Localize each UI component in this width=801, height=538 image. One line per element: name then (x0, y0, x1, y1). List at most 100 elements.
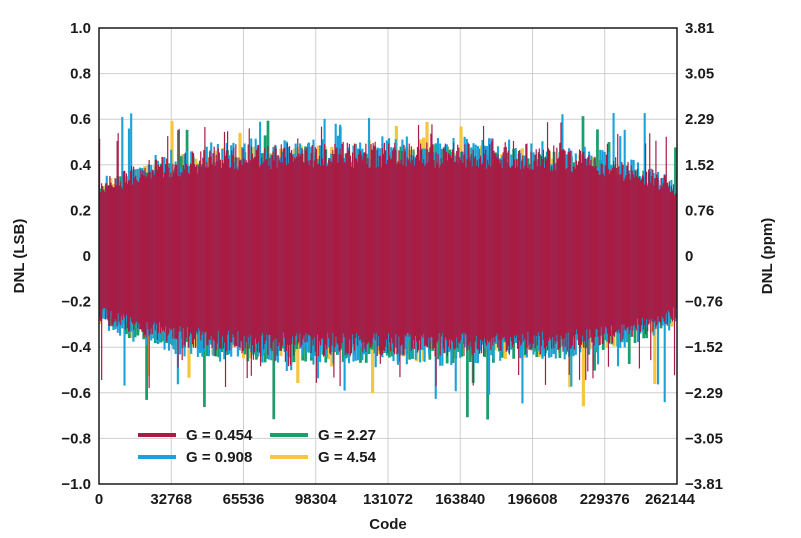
dnl-bar (654, 178, 656, 321)
dnl-bar (400, 159, 402, 346)
dnl-bar (555, 169, 557, 344)
dnl-bar (180, 172, 182, 332)
dnl-bar (584, 157, 586, 341)
dnl-bar (197, 173, 199, 334)
dnl-bar (302, 153, 304, 340)
dnl-bar (194, 166, 197, 349)
dnl-bar (380, 167, 382, 356)
dnl-bar (561, 150, 563, 340)
dnl-bar (649, 133, 651, 320)
dnl-bar (368, 168, 370, 342)
dnl-bar (389, 155, 391, 344)
dnl-bar (188, 174, 190, 337)
dnl-bar (276, 167, 278, 356)
dnl-bar (499, 163, 501, 351)
dnl-bar (394, 142, 396, 355)
dnl-bar (406, 157, 408, 333)
dnl-bar (192, 153, 195, 348)
dnl-bar (610, 170, 613, 326)
dnl-bar (226, 131, 229, 335)
dnl-bar (426, 142, 428, 348)
dnl-bar (383, 142, 386, 351)
dnl-bar (126, 183, 129, 328)
dnl-bar (337, 162, 339, 345)
y-tick-label-left: −0.2 (61, 294, 91, 311)
dnl-bar (527, 167, 529, 332)
dnl-bar (144, 167, 146, 335)
dnl-bar (113, 187, 115, 323)
dnl-bar (437, 154, 439, 341)
dnl-bar (127, 180, 130, 332)
dnl-bar (618, 166, 620, 330)
dnl-bar (428, 152, 430, 338)
dnl-bar (455, 161, 457, 349)
dnl-bar (249, 160, 251, 336)
dnl-bar (275, 148, 277, 339)
dnl-bar (647, 186, 649, 332)
y-tick-label-left: −0.4 (61, 339, 91, 356)
dnl-bar (415, 154, 418, 342)
dnl-bar (120, 186, 122, 316)
dnl-bar (268, 165, 270, 335)
dnl-bar (528, 164, 530, 350)
dnl-bar (480, 164, 483, 354)
dnl-bar (488, 164, 490, 343)
y-tick-label-left: 1.0 (70, 20, 91, 37)
dnl-bar (673, 195, 676, 376)
dnl-bar (476, 160, 478, 350)
dnl-bar (320, 126, 323, 339)
dnl-bar (645, 143, 647, 335)
dnl-bar (657, 177, 659, 317)
legend-label-g227: G = 2.27 (318, 427, 376, 444)
y-axis-right-title: DNL (ppm) (759, 218, 776, 294)
dnl-bar (209, 150, 211, 340)
dnl-bar (240, 159, 242, 341)
dnl-bar (607, 168, 610, 367)
dnl-bar (573, 166, 575, 350)
dnl-bar (440, 158, 442, 337)
dnl-bar (382, 153, 385, 351)
dnl-bar (458, 147, 460, 343)
dnl-bar (149, 171, 151, 335)
dnl-bar (604, 165, 606, 327)
dnl-bar (446, 160, 449, 357)
dnl-bar (425, 163, 427, 346)
dnl-bar (545, 158, 548, 347)
dnl-bar (381, 147, 384, 355)
dnl-bar (159, 165, 162, 334)
dnl-bar (162, 177, 165, 330)
y-tick-label-right: 0 (685, 248, 693, 265)
dnl-bar (265, 159, 267, 341)
dnl-bar (327, 165, 329, 333)
dnl-bar (293, 161, 295, 356)
dnl-bar (199, 160, 201, 331)
dnl-bar (316, 163, 318, 335)
dnl-bar (248, 128, 250, 349)
dnl-bar (571, 172, 573, 346)
dnl-bar (314, 147, 316, 352)
dnl-bar (622, 164, 624, 340)
y-axis-right-ticks: 3.81 3.05 2.29 1.52 0.76 0 −0.76 −1.52 −2.29 −3.0… (685, 20, 723, 493)
dnl-bar (303, 162, 305, 336)
dnl-bar (611, 167, 614, 343)
dnl-bar (550, 170, 552, 340)
dnl-bar (388, 143, 390, 334)
dnl-bar (442, 147, 444, 349)
y-tick-label-left: 0 (83, 248, 91, 265)
y-tick-label-right: −3.05 (685, 430, 723, 447)
y-axis-left-ticks: 1.0 0.8 0.6 0.4 0.2 0 −0.2 −0.4 −0.6 −0.8 −1.0 (61, 20, 91, 493)
dnl-bar (551, 166, 553, 349)
dnl-bar (108, 185, 110, 326)
dnl-bar (372, 143, 374, 338)
dnl-bar (374, 141, 376, 341)
dnl-bar (635, 175, 637, 331)
dnl-bar (405, 166, 407, 337)
dnl-bar (643, 184, 646, 326)
dnl-bar (629, 179, 631, 331)
dnl-bar (145, 177, 147, 338)
dnl-bar (461, 151, 463, 335)
dnl-bar (469, 160, 471, 342)
dnl-bar (517, 166, 519, 349)
dnl-bar (322, 165, 325, 357)
dnl-bar (328, 159, 330, 339)
